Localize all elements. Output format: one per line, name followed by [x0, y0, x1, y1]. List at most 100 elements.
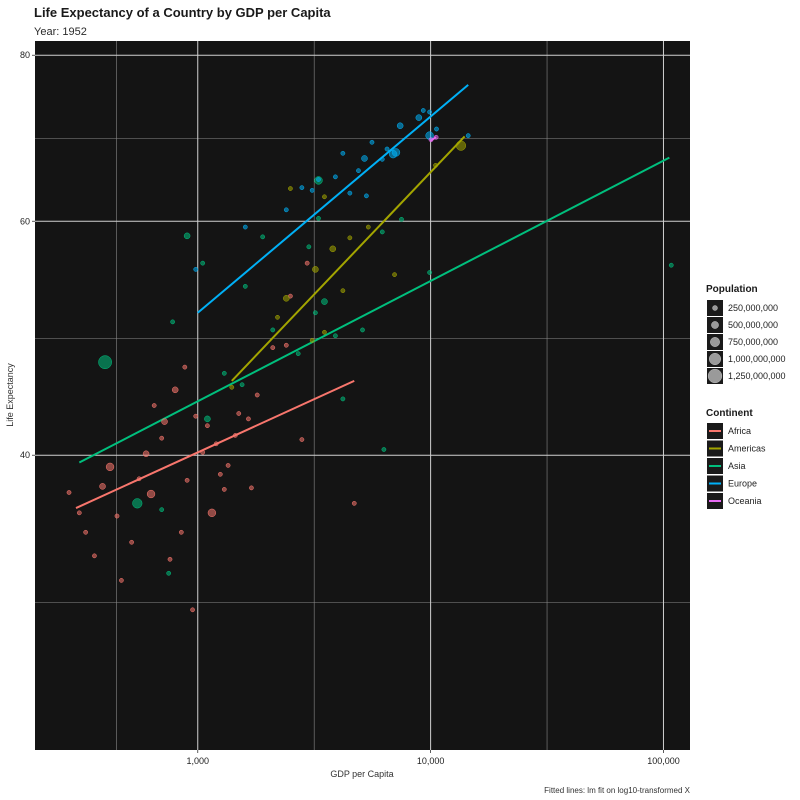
data-point: [369, 139, 375, 145]
size-legend-label: 250,000,000: [728, 303, 778, 313]
data-point: [193, 267, 199, 272]
data-point: [204, 415, 211, 423]
data-point: [299, 185, 305, 190]
data-point: [213, 441, 219, 447]
data-point: [391, 148, 401, 157]
data-point: [171, 386, 179, 394]
data-point: [340, 150, 346, 156]
data-point: [399, 216, 404, 222]
data-point: [415, 114, 423, 121]
data-point: [66, 490, 72, 495]
data-point: [309, 338, 315, 343]
data-point: [99, 483, 106, 490]
y-tick-label: 60: [20, 216, 30, 226]
size-legend-title: Population: [706, 284, 758, 295]
data-point: [322, 194, 327, 200]
size-legend-circle: [710, 337, 720, 347]
data-point: [275, 314, 280, 320]
data-point: [105, 462, 115, 472]
data-point: [142, 450, 150, 458]
chart-subtitle: Year: 1952: [34, 26, 87, 38]
data-point: [270, 327, 276, 333]
data-point: [465, 133, 471, 138]
data-point: [668, 262, 674, 268]
data-point: [428, 137, 434, 143]
data-point: [119, 578, 124, 583]
data-point: [316, 216, 321, 221]
data-point: [167, 556, 173, 562]
data-point: [434, 126, 439, 132]
data-point: [316, 177, 321, 182]
data-point: [83, 529, 88, 535]
data-point: [392, 272, 397, 277]
axes: 1,000 10,000 100,000 40 60 80: [20, 50, 680, 766]
data-point: [146, 489, 156, 499]
data-point: [340, 396, 346, 402]
y-tick-label: 80: [20, 50, 30, 60]
data-point: [304, 260, 310, 266]
fit-line: [78, 156, 670, 464]
grid-lines: [35, 41, 690, 750]
data-point: [205, 423, 210, 429]
data-point: [347, 190, 353, 196]
data-point: [329, 245, 337, 253]
caption: Fitted lines: lm fit on log10-transforme…: [544, 786, 691, 795]
data-point: [200, 260, 206, 266]
size-legend-label: 1,000,000,000: [728, 354, 786, 364]
color-legend-label: Americas: [728, 444, 766, 454]
data-point: [170, 319, 175, 325]
data-point: [182, 364, 188, 370]
data-point: [351, 500, 357, 506]
data-point: [420, 108, 426, 113]
data-point: [184, 477, 190, 483]
data-point: [321, 298, 328, 305]
data-points: [66, 108, 674, 613]
legend: Population Continent 250,000,000 500,000,…: [706, 284, 786, 509]
data-point: [193, 413, 199, 419]
color-legend-label: Asia: [728, 461, 746, 471]
data-point: [114, 513, 120, 519]
size-legend-label: 1,250,000,000: [728, 371, 786, 381]
data-point: [427, 270, 432, 275]
data-point: [92, 553, 97, 559]
data-point: [129, 539, 134, 545]
data-point: [455, 140, 467, 151]
x-tick-label: 100,000: [647, 756, 680, 766]
data-point: [360, 327, 365, 333]
size-legend-circle: [708, 352, 722, 366]
data-point: [166, 570, 172, 576]
data-point: [295, 351, 301, 356]
data-point: [270, 345, 276, 350]
data-point: [161, 418, 168, 425]
data-point: [283, 342, 289, 348]
color-legend-title: Continent: [706, 408, 753, 419]
data-point: [236, 411, 242, 416]
data-point: [225, 463, 231, 468]
data-point: [381, 447, 387, 452]
size-legend-circle: [712, 305, 718, 311]
data-point: [379, 229, 385, 235]
data-point: [246, 416, 251, 422]
data-point: [260, 234, 266, 240]
x-axis-label: GDP per Capita: [330, 769, 393, 779]
data-point: [221, 370, 227, 376]
size-legend-circle: [711, 321, 719, 329]
data-point: [76, 510, 82, 516]
data-point: [365, 224, 371, 230]
data-point: [242, 283, 248, 289]
chart-title: Life Expectancy of a Country by GDP per …: [34, 5, 331, 20]
y-axis-label: Life Expectancy: [5, 363, 15, 427]
data-point: [159, 507, 165, 513]
data-point: [190, 607, 195, 613]
data-point: [396, 122, 404, 129]
color-legend-label: Oceania: [728, 496, 762, 506]
data-point: [427, 109, 432, 115]
data-point: [340, 288, 346, 294]
color-legend-label: Africa: [728, 426, 751, 436]
data-point: [347, 235, 353, 241]
data-point: [283, 295, 290, 302]
data-point: [313, 310, 318, 316]
data-point: [221, 487, 227, 492]
data-point: [151, 403, 157, 408]
